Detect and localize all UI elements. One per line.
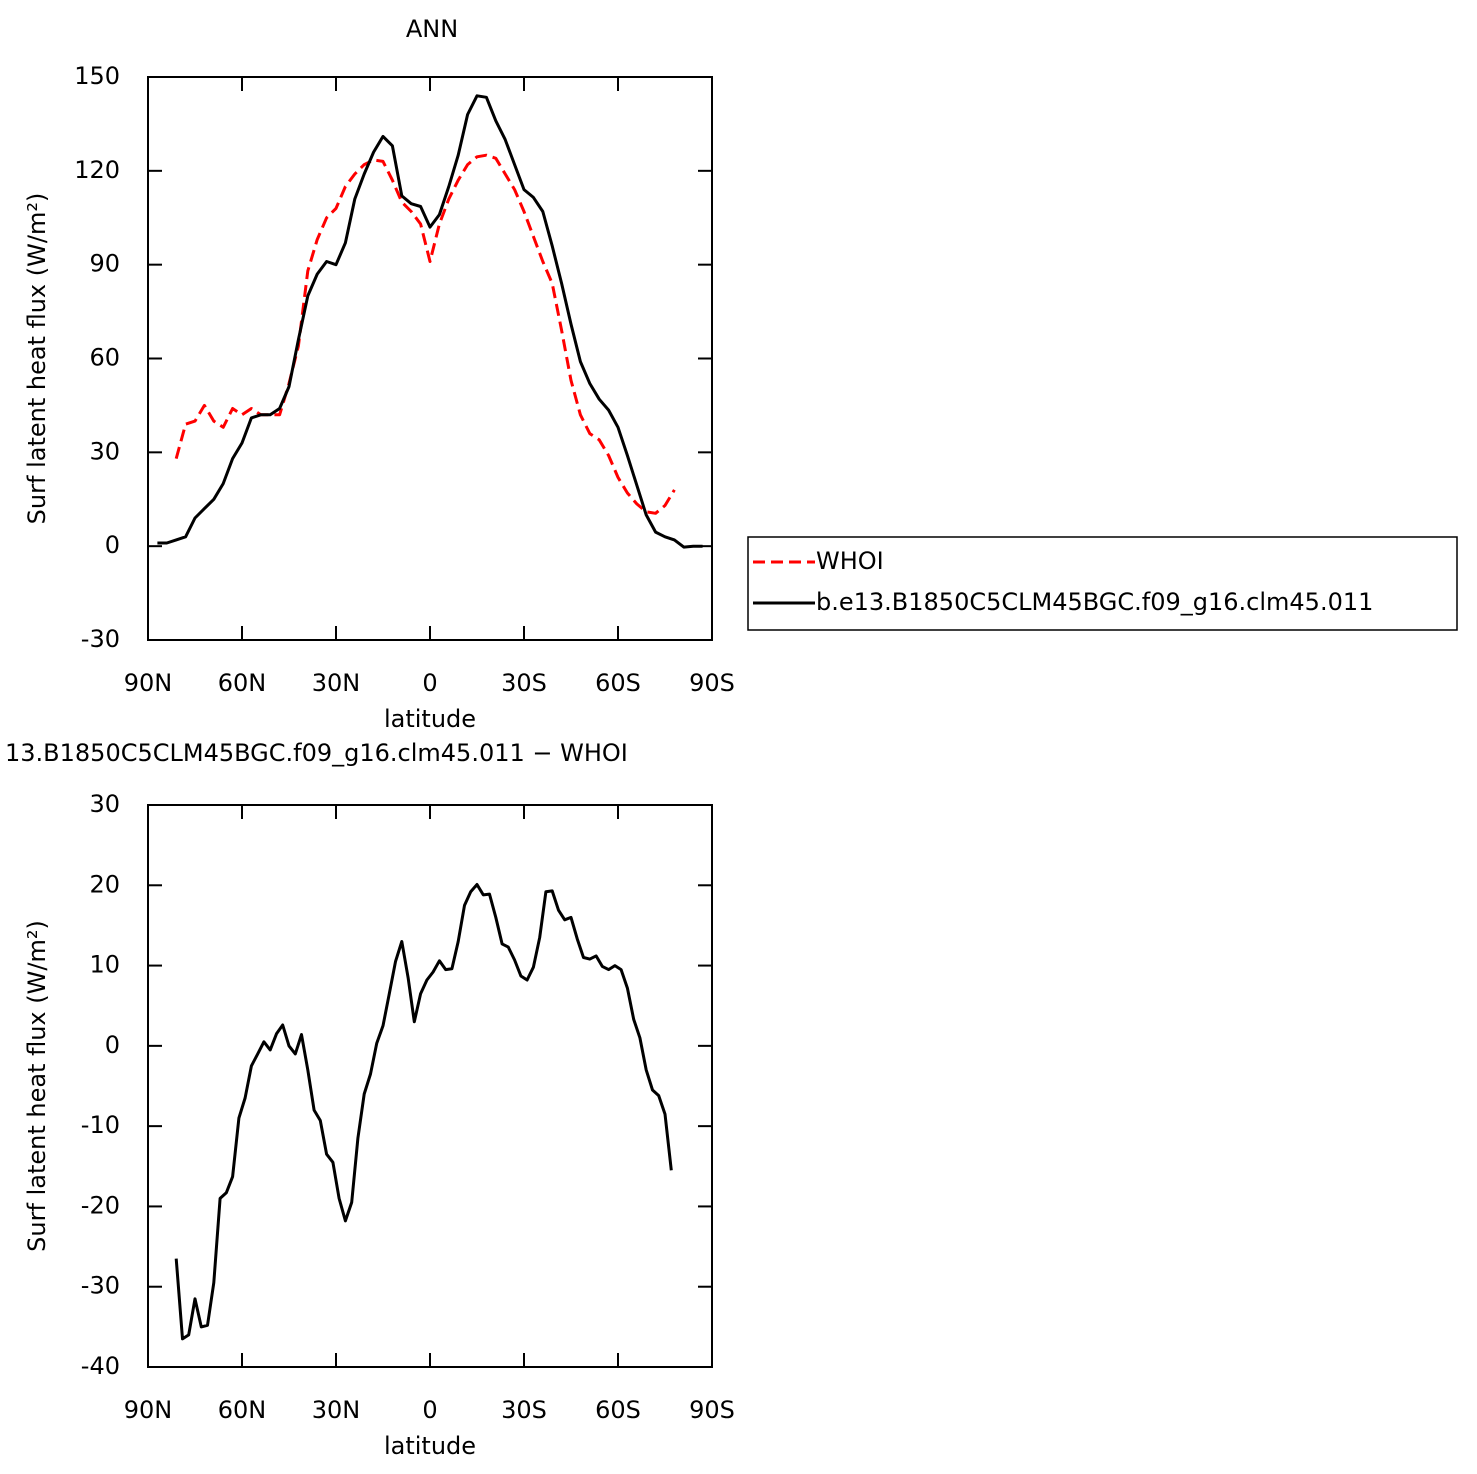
y-axis-label: Surf latent heat flux (W/m²) [23,920,51,1252]
y-tick-label: 10 [89,951,120,979]
y-axis-label: Surf latent heat flux (W/m²) [23,193,51,525]
x-tick-label: 0 [422,1396,437,1424]
x-tick-label: 90N [124,669,173,697]
x-tick-label: 90S [689,1396,735,1424]
x-tick-label: 30N [312,669,361,697]
x-tick-label: 30S [501,1396,547,1424]
legend-box [747,536,1458,631]
y-tick-label: 150 [74,62,120,90]
x-tick-label: 30N [312,1396,361,1424]
x-tick-label: 60N [218,1396,267,1424]
x-tick-label: 60S [595,1396,641,1424]
plot-frame [147,804,713,1368]
legend-label: b.e13.B1850C5CLM45BGC.f09_g16.clm45.011 [816,588,1373,616]
y-tick-label: -40 [81,1352,120,1380]
x-tick-label: 60S [595,669,641,697]
legend: WHOI b.e13.B1850C5CLM45BGC.f09_g16.clm45.… [747,536,1458,631]
y-tick-label: 60 [89,344,120,372]
data-line [174,153,676,515]
y-tick-label: -30 [81,625,120,653]
chart-title: ANN [406,15,458,43]
y-tick-label: 0 [105,1031,120,1059]
data-line [174,883,673,1341]
x-tick-label: 0 [422,669,437,697]
chart-title: 13.B1850C5CLM45BGC.f09_g16.clm45.011 − W… [5,739,628,767]
y-tick-label: -20 [81,1191,120,1219]
x-tick-label: 90S [689,669,735,697]
y-tick-label: -10 [81,1111,120,1139]
y-tick-label: 30 [89,790,120,818]
plot-frame [147,76,713,641]
x-axis-label: latitude [384,1432,476,1460]
x-tick-label: 30S [501,669,547,697]
y-tick-label: 120 [74,156,120,184]
x-tick-label: 90N [124,1396,173,1424]
legend-label: WHOI [816,547,884,575]
x-tick-label: 60N [218,669,267,697]
y-tick-label: -30 [81,1272,120,1300]
y-tick-label: 20 [89,870,120,898]
y-tick-label: 90 [89,250,120,278]
data-line [157,94,703,549]
y-tick-label: 30 [89,437,120,465]
y-tick-label: 0 [105,531,120,559]
x-axis-label: latitude [384,705,476,733]
